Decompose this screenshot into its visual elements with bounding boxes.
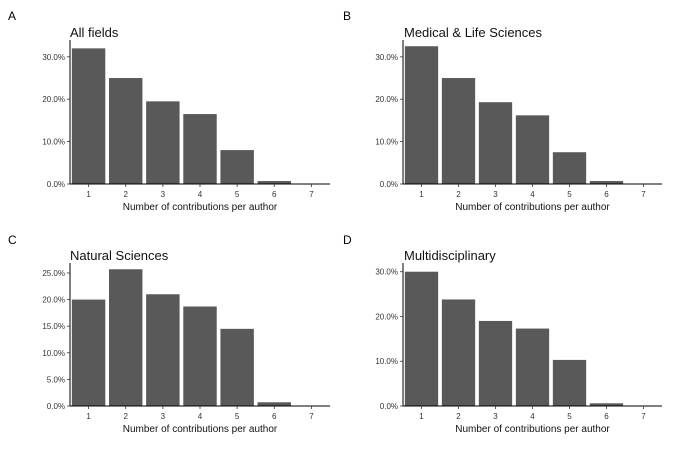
x-tick-label: 5: [235, 190, 240, 199]
bar-4: [183, 114, 217, 184]
y-tick-label: 0.0%: [47, 402, 65, 411]
x-tick-label: 6: [272, 190, 277, 199]
x-tick-label: 7: [641, 190, 646, 199]
x-tick-label: 1: [86, 190, 91, 199]
x-tick-label: 4: [530, 190, 535, 199]
bar-4: [183, 306, 217, 406]
x-tick-label: 4: [198, 412, 203, 421]
bar-1: [71, 48, 106, 184]
chart-panel-b: B Medical & Life Sciences 0.0% 10.0% 20.0% 30…: [343, 9, 662, 213]
x-tick-label: 2: [456, 190, 461, 199]
bar-3: [146, 101, 180, 184]
y-tick-label: 5.0%: [47, 375, 65, 384]
bar-4: [515, 115, 550, 184]
x-tick-label: 1: [419, 412, 424, 421]
bar-5: [220, 150, 254, 184]
bar-3: [478, 320, 513, 406]
y-tick-label: 10.0%: [375, 138, 398, 147]
bar-2: [441, 78, 476, 184]
x-tick-label: 3: [493, 412, 498, 421]
y-tick-label: 30.0%: [375, 268, 398, 277]
panel-letter: D: [343, 233, 352, 247]
bar-2: [441, 299, 476, 406]
x-tick-label: 4: [530, 412, 535, 421]
bar-6: [589, 181, 624, 184]
panel-letter: C: [8, 233, 17, 247]
x-tick-label: 2: [123, 190, 128, 199]
x-tick-label: 7: [641, 412, 646, 421]
bar-2: [109, 78, 143, 184]
x-tick-label: 3: [161, 412, 166, 421]
bar-5: [220, 328, 254, 406]
bar-1: [404, 271, 439, 406]
x-tick-label: 5: [567, 190, 572, 199]
chart-panel-a: A All fields 0.0% 10.0% 20.0% 30.0% 1 2 3 4 5 6 7 Num…: [8, 9, 330, 213]
panel-title: Medical & Life Sciences: [404, 25, 543, 40]
x-tick-label: 1: [86, 412, 91, 421]
x-tick-label: 7: [309, 190, 314, 199]
y-tick-label: 15.0%: [42, 322, 65, 331]
y-tick-label: 0.0%: [380, 402, 398, 411]
panel-letter: B: [343, 9, 351, 23]
x-tick-label: 1: [419, 190, 424, 199]
x-tick-label: 3: [493, 190, 498, 199]
x-tick-label: 5: [567, 412, 572, 421]
panel-title: Natural Sciences: [70, 248, 169, 263]
y-tick-label: 10.0%: [42, 138, 65, 147]
bar-3: [478, 102, 513, 184]
bar-6: [257, 402, 291, 406]
bar-3: [146, 294, 180, 406]
y-tick-label: 10.0%: [375, 357, 398, 366]
y-tick-label: 0.0%: [380, 180, 398, 189]
panel-title: All fields: [70, 25, 119, 40]
x-tick-label: 2: [123, 412, 128, 421]
bar-2: [109, 269, 143, 406]
bar-1: [71, 299, 106, 406]
x-tick-label: 5: [235, 412, 240, 421]
x-axis-title: Number of contributions per author: [455, 202, 610, 213]
x-axis-title: Number of contributions per author: [455, 424, 610, 435]
x-tick-label: 3: [161, 190, 166, 199]
bar-5: [552, 359, 587, 406]
chart-panel-d: D Multidisciplinary 0.0% 10.0% 20.0% 30.0% 1 2 3…: [343, 233, 662, 435]
bar-5: [552, 152, 587, 184]
y-tick-label: 20.0%: [375, 95, 398, 104]
bar-6: [257, 181, 291, 184]
y-tick-label: 30.0%: [375, 53, 398, 62]
bar-6: [589, 403, 624, 406]
x-tick-label: 2: [456, 412, 461, 421]
panel-title: Multidisciplinary: [404, 248, 496, 263]
chart-panel-c: C Natural Sciences 0.0% 5.0% 10.0% 15.0% 20.0%…: [8, 233, 330, 435]
x-tick-label: 6: [272, 412, 277, 421]
x-axis-title: Number of contributions per author: [123, 202, 278, 213]
y-tick-label: 30.0%: [42, 53, 65, 62]
y-tick-label: 10.0%: [42, 349, 65, 358]
bar-1: [404, 46, 439, 184]
x-tick-label: 4: [198, 190, 203, 199]
y-tick-label: 0.0%: [47, 180, 65, 189]
y-tick-label: 20.0%: [42, 296, 65, 305]
y-tick-label: 20.0%: [42, 95, 65, 104]
panel-letter: A: [8, 9, 16, 23]
x-axis-title: Number of contributions per author: [123, 424, 278, 435]
y-tick-label: 25.0%: [42, 269, 65, 278]
y-tick-label: 20.0%: [375, 312, 398, 321]
x-tick-label: 7: [309, 412, 314, 421]
x-tick-label: 6: [604, 412, 609, 421]
x-tick-label: 6: [604, 190, 609, 199]
bar-4: [515, 328, 550, 406]
